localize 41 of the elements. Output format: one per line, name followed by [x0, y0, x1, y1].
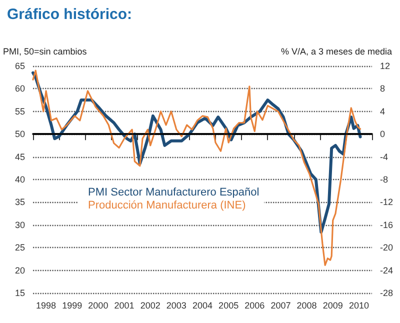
y2-tick-label: 12 [380, 61, 390, 71]
y2-tick-label: -4 [380, 152, 388, 162]
y-tick-label: 15 [14, 288, 25, 298]
line-series [32, 70, 362, 266]
y2-tick-label: -12 [380, 197, 394, 208]
x-tick-label: 2007 [270, 300, 291, 310]
y-tick-label: 45 [14, 152, 25, 162]
y2-tick-label: -16 [380, 220, 394, 230]
y-tick-label: 55 [14, 106, 25, 116]
y-tick-label: 60 [14, 84, 25, 94]
y-axis-title: PMI, 50=sin cambios [3, 46, 88, 56]
y-tick-label: 30 [14, 220, 25, 230]
y2-tick-label: -8 [380, 174, 388, 184]
x-tick-label: 1998 [36, 300, 56, 310]
x-tick-label: 2004 [192, 300, 213, 310]
x-tick-label: 2002 [140, 300, 160, 310]
text: PMI Sector Manufacturero Español [88, 186, 260, 198]
y-tick-label: 35 [14, 197, 25, 208]
x-tick-label: 1999 [62, 300, 82, 310]
x-tick-label: 2000 [88, 300, 108, 310]
x-tick-label: 2008 [296, 300, 317, 310]
y2-tick-label: -28 [380, 288, 394, 298]
y-tick-label: 20 [14, 265, 25, 276]
y-tick-label: 65 [14, 61, 25, 71]
y-tick-label: 25 [14, 242, 25, 253]
y-tick-label: 40 [14, 174, 25, 184]
y2-tick-label: 4 [380, 106, 386, 116]
x-tick-label: 2010 [348, 300, 369, 310]
y2-tick-label: 0 [380, 129, 386, 140]
y-tick-label: 50 [14, 129, 25, 140]
x-tick-label: 2005 [218, 300, 239, 310]
y2-tick-label: 8 [380, 84, 386, 94]
text: Producción Manufacturera (INE) [88, 200, 246, 212]
x-tick-label: 2001 [114, 300, 134, 310]
y2-tick-label: -24 [380, 265, 394, 276]
x-tick-label: 2009 [322, 300, 343, 310]
chart-title: Gráfico histórico: [7, 6, 132, 23]
y2-tick-label: -20 [380, 242, 394, 253]
x-tick-label: 2006 [244, 300, 265, 310]
y2-axis-title: % V/A, a 3 meses de media [280, 46, 392, 56]
x-tick-label: 2003 [166, 300, 186, 310]
